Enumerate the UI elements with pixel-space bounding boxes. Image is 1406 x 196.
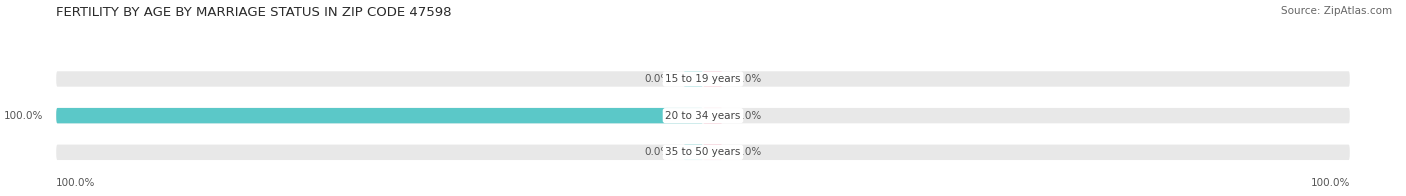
Text: 0.0%: 0.0%: [644, 74, 671, 84]
Text: 100.0%: 100.0%: [4, 111, 44, 121]
FancyBboxPatch shape: [56, 71, 1350, 87]
Text: 100.0%: 100.0%: [56, 178, 96, 188]
Text: 0.0%: 0.0%: [735, 74, 762, 84]
Text: 0.0%: 0.0%: [735, 147, 762, 157]
Text: 100.0%: 100.0%: [1310, 178, 1350, 188]
FancyBboxPatch shape: [683, 145, 703, 160]
Text: 0.0%: 0.0%: [644, 147, 671, 157]
Text: Source: ZipAtlas.com: Source: ZipAtlas.com: [1281, 6, 1392, 16]
FancyBboxPatch shape: [56, 108, 703, 123]
FancyBboxPatch shape: [703, 145, 723, 160]
Text: 35 to 50 years: 35 to 50 years: [665, 147, 741, 157]
FancyBboxPatch shape: [683, 71, 703, 87]
Text: 15 to 19 years: 15 to 19 years: [665, 74, 741, 84]
Text: 20 to 34 years: 20 to 34 years: [665, 111, 741, 121]
FancyBboxPatch shape: [703, 71, 723, 87]
Text: FERTILITY BY AGE BY MARRIAGE STATUS IN ZIP CODE 47598: FERTILITY BY AGE BY MARRIAGE STATUS IN Z…: [56, 6, 451, 19]
FancyBboxPatch shape: [56, 108, 1350, 123]
FancyBboxPatch shape: [703, 108, 723, 123]
Text: 0.0%: 0.0%: [735, 111, 762, 121]
FancyBboxPatch shape: [56, 145, 1350, 160]
